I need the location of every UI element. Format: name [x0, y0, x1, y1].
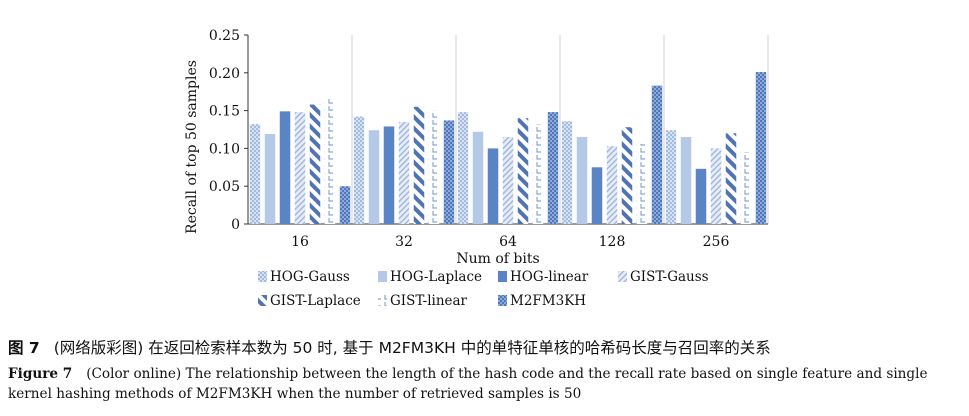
x-tick-label: 256: [703, 234, 730, 250]
bar-gist-laplace-32: [413, 106, 425, 224]
legend-label: HOG-Gauss: [270, 269, 350, 285]
y-tick-label: 0.10: [209, 141, 240, 157]
bar-gist-linear-32: [428, 110, 440, 224]
legend-label: HOG-linear: [510, 269, 589, 285]
legend-label: GIST-Laplace: [270, 293, 361, 309]
bar-hog-linear-128: [591, 167, 603, 224]
y-tick-labels: 0 0.05 0.10 0.15 0.20 0.25: [209, 28, 248, 233]
y-tick-label: 0.15: [209, 104, 240, 120]
bar-gist-laplace-128: [621, 127, 633, 224]
bar-hog-gauss-64: [457, 112, 469, 224]
bar-gist-laplace-64: [517, 118, 529, 224]
bar-hog-laplace-128: [576, 137, 588, 224]
legend-swatch: [258, 295, 267, 306]
bar-hog-gauss-16: [249, 124, 261, 224]
bar-gist-linear-256: [740, 152, 752, 224]
legend-swatch: [618, 271, 627, 282]
bar-gist-gauss-16: [294, 112, 306, 224]
legend-label: GIST-linear: [390, 293, 468, 309]
bar-hog-laplace-64: [472, 131, 484, 224]
x-tick-labels: 16 32 64 128 256: [291, 234, 729, 250]
caption-cn-label: 图 7: [8, 339, 40, 357]
caption-chinese: 图 7 (网络版彩图) 在返回检索样本数为 50 时, 基于 M2FM3KH 中的…: [8, 336, 771, 358]
bar-gist-gauss-256: [710, 148, 722, 224]
x-axis-label: Num of bits: [456, 251, 539, 267]
legend-label: M2FM3KH: [510, 293, 586, 309]
bar-gist-linear-64: [532, 124, 544, 224]
bar-hog-laplace-16: [264, 134, 276, 224]
bar-chart: 0 0.05 0.10 0.15 0.20 0.25 16 32 64 128 256 Recal…: [184, 28, 769, 309]
caption-cn-text: (网络版彩图) 在返回检索样本数为 50 时, 基于 M2FM3KH 中的单特征…: [53, 339, 771, 357]
legend: HOG-Gauss HOG-Laplace HOG-linear GIST-Gauss…: [258, 269, 709, 309]
legend-swatch: [498, 271, 507, 282]
bar-gist-laplace-256: [725, 133, 737, 224]
y-axis-label: Recall of top 50 samples: [184, 60, 200, 234]
bar-m2fm3kh-64: [547, 112, 559, 224]
legend-label: GIST-Gauss: [630, 269, 709, 285]
bar-hog-gauss-128: [561, 121, 573, 224]
bar-gist-gauss-32: [398, 121, 410, 224]
bar-m2fm3kh-128: [651, 85, 663, 224]
bar-hog-linear-16: [279, 111, 291, 224]
bar-hog-linear-64: [487, 148, 499, 224]
caption-english: Figure 7 (Color online) The relationship …: [8, 364, 963, 404]
y-tick-label: 0: [231, 217, 240, 233]
bar-m2fm3kh-16: [339, 186, 351, 224]
bar-hog-laplace-32: [368, 130, 380, 224]
legend-swatch: [498, 295, 507, 306]
bar-gist-linear-16: [324, 96, 336, 224]
y-tick-label: 0.25: [209, 28, 240, 44]
legend-swatch: [378, 295, 387, 306]
x-tick-label: 32: [395, 234, 413, 250]
x-tick-label: 128: [599, 234, 626, 250]
bar-gist-gauss-128: [606, 146, 618, 224]
x-tick-label: 64: [499, 234, 517, 250]
y-tick-label: 0.05: [209, 179, 240, 195]
bar-hog-linear-256: [695, 168, 707, 224]
bar-hog-gauss-256: [665, 130, 677, 224]
bar-m2fm3kh-32: [443, 120, 455, 224]
legend-swatch: [378, 271, 387, 282]
legend-label: HOG-Laplace: [390, 269, 482, 285]
bar-hog-gauss-32: [353, 116, 365, 224]
bar-hog-linear-32: [383, 126, 395, 224]
bars: [249, 72, 767, 224]
x-tick-label: 16: [291, 234, 309, 250]
bar-gist-gauss-64: [502, 137, 514, 224]
caption-en-text: (Color online) The relationship between …: [8, 366, 928, 402]
bar-m2fm3kh-256: [755, 72, 767, 224]
caption-en-label: Figure 7: [8, 366, 73, 382]
y-tick-label: 0.20: [209, 66, 240, 82]
bar-gist-laplace-16: [309, 104, 321, 224]
bar-gist-linear-128: [636, 143, 648, 224]
legend-swatch: [258, 271, 267, 282]
bar-hog-laplace-256: [680, 137, 692, 224]
